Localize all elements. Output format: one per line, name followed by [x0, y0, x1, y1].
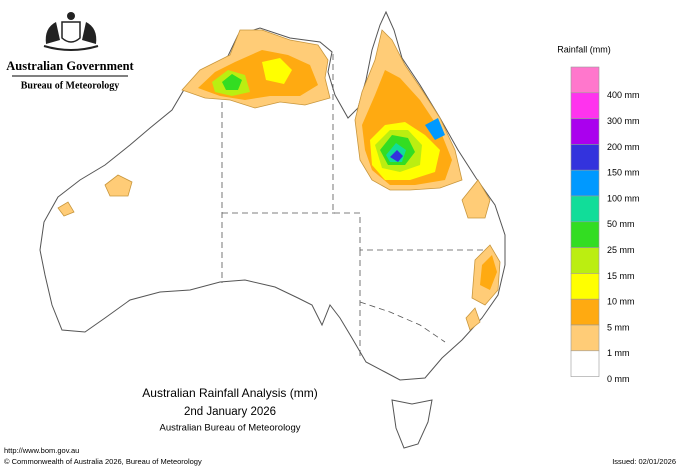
legend-swatch	[570, 66, 600, 94]
australia-map	[39, 10, 506, 449]
legend-swatch	[570, 350, 600, 377]
legend-swatch	[570, 92, 600, 119]
legend-swatch	[570, 247, 600, 274]
legend-label: 150 mm	[607, 168, 640, 178]
legend-title: Rainfall (mm)	[557, 44, 611, 54]
legend-label: 0 mm	[607, 374, 630, 384]
legend-swatch	[570, 273, 600, 300]
legend-swatch	[570, 144, 600, 171]
legend-swatch	[570, 298, 600, 326]
legend-label: 15 mm	[607, 271, 635, 281]
legend-label: 50 mm	[607, 219, 635, 229]
caption-source: Australian Bureau of Meteorology	[160, 423, 301, 434]
legend-swatch	[570, 195, 600, 223]
legend-label: 25 mm	[607, 245, 635, 255]
footer-copyright: © Commonwealth of Australia 2026, Bureau…	[4, 457, 202, 466]
legend-label: 100 mm	[607, 193, 640, 203]
coat-of-arms	[43, 12, 99, 51]
legend-swatch	[570, 221, 600, 248]
agency-name: Bureau of Meteorology	[21, 80, 120, 91]
rainfall-areas	[57, 29, 501, 331]
caption-title: Australian Rainfall Analysis (mm)	[142, 386, 317, 400]
state-borders	[221, 54, 490, 360]
legend-label: 300 mm	[607, 116, 640, 126]
legend-label: 400 mm	[607, 90, 640, 100]
legend: 400 mm 300 mm 200 mm 150 mm 100 mm 50 mm 25 mm…	[570, 66, 640, 384]
tasmania	[391, 399, 433, 449]
footer-issued: Issued: 02/01/2026	[612, 457, 676, 466]
legend-swatch	[570, 324, 600, 352]
legend-swatch	[570, 169, 600, 197]
caption-date: 2nd January 2026	[184, 406, 276, 418]
legend-label: 10 mm	[607, 297, 635, 307]
legend-swatch	[570, 118, 600, 145]
legend-label: 5 mm	[607, 322, 630, 332]
footer-url: http://www.bom.gov.au	[4, 446, 79, 455]
legend-label: 1 mm	[607, 348, 630, 358]
government-name: Australian Government	[6, 59, 134, 73]
legend-label: 200 mm	[607, 142, 640, 152]
